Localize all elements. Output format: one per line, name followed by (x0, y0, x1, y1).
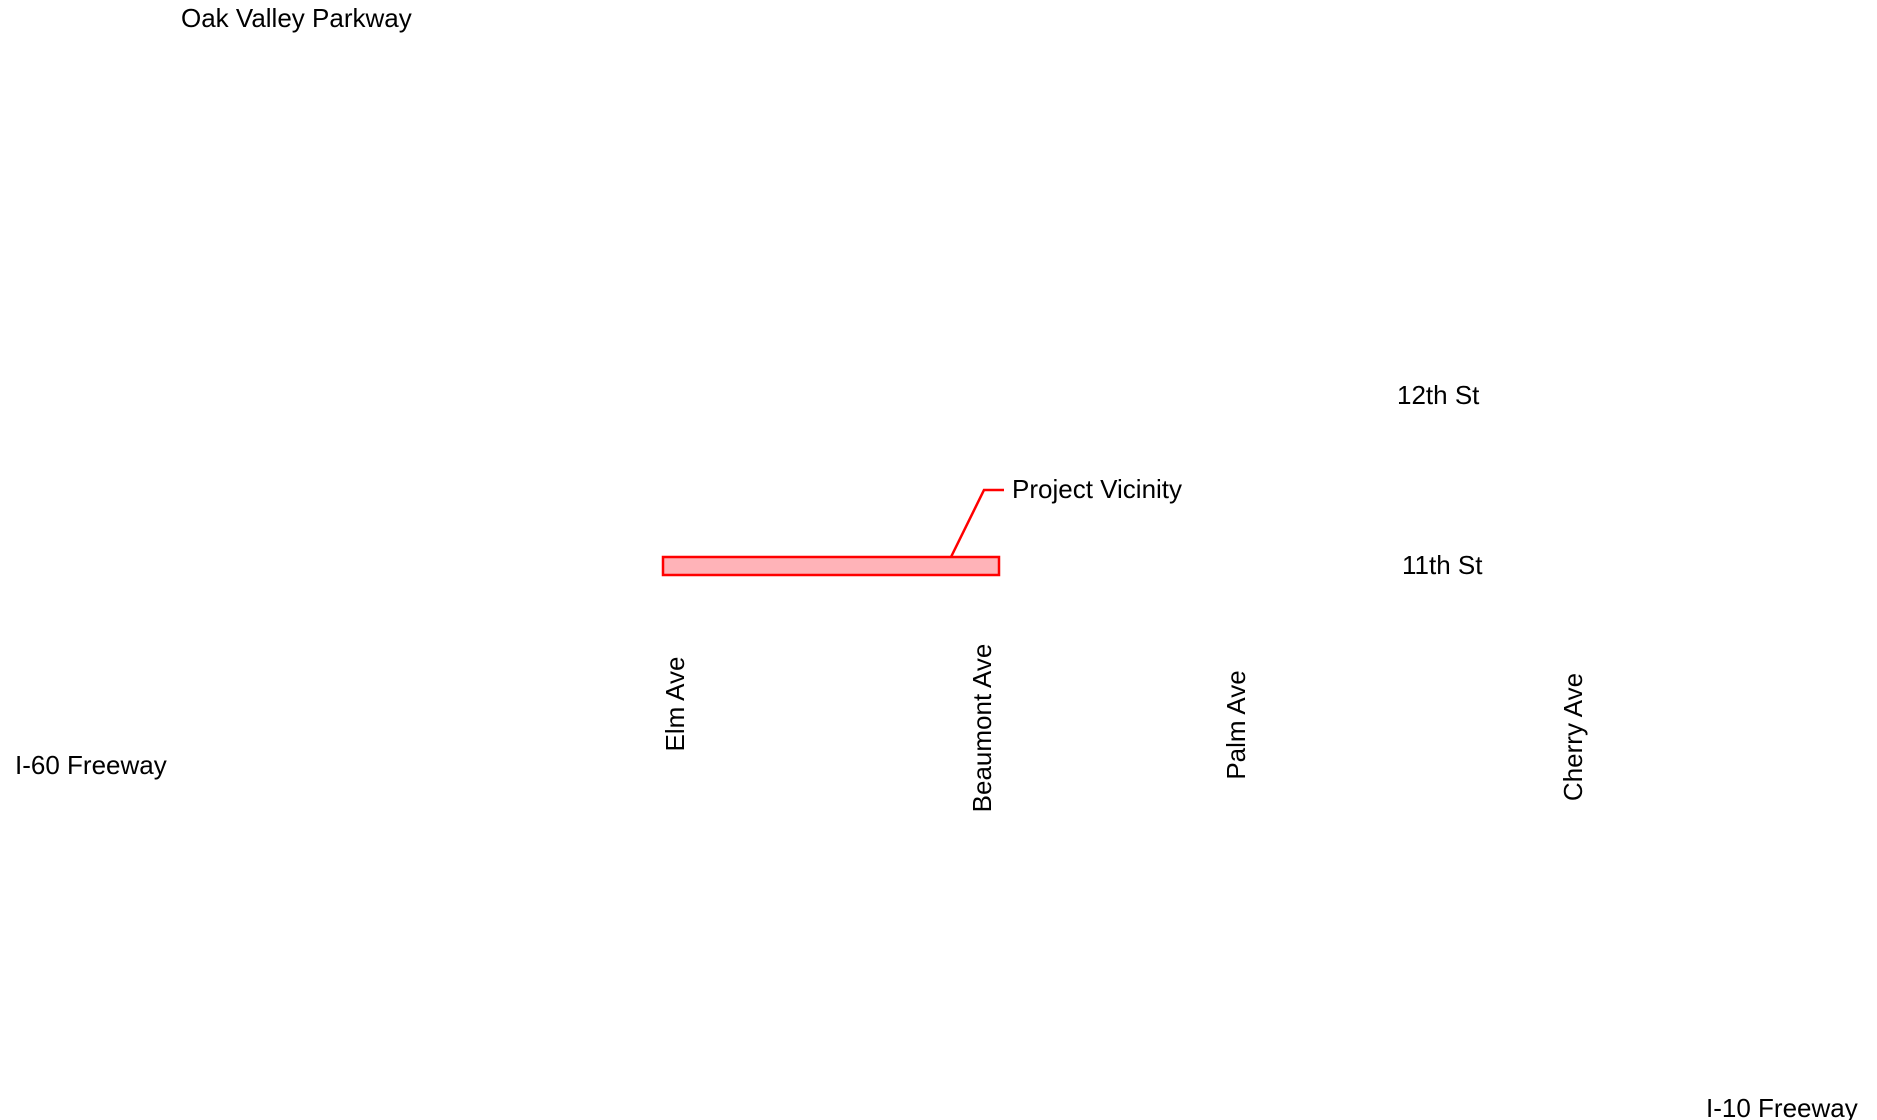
road-label-elm-ave: Elm Ave (660, 657, 690, 752)
project-vicinity-leader-line (949, 488, 1004, 558)
road-label-cherry-ave: Cherry Ave (1558, 673, 1588, 801)
road-label-palm-ave: Palm Ave (1221, 670, 1251, 779)
road-label-11th-st: 11th St (1402, 550, 1483, 580)
project-vicinity-area (661, 555, 1001, 577)
road-label-beaumont-ave: Beaumont Ave (967, 644, 997, 813)
road-label-i60-freeway: I-60 Freeway (15, 750, 167, 780)
road-label-12th-st: 12th St (1397, 380, 1480, 410)
road-label-i10-freeway: I-10 Freeway (1706, 1093, 1858, 1120)
road-label-oak-valley-parkway: Oak Valley Parkway (181, 3, 412, 33)
project-vicinity-label: Project Vicinity (1012, 474, 1182, 504)
